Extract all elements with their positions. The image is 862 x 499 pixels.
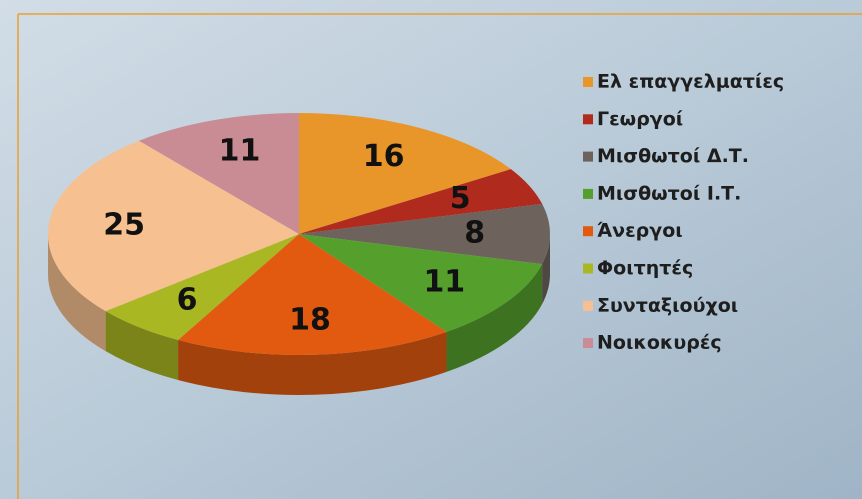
legend-swatch [583,300,593,311]
legend-swatch [583,226,593,237]
data-label: 5 [450,181,471,216]
slice-side [48,234,106,352]
legend-swatch [583,77,593,87]
legend-label: Νοικοκυρές [597,332,722,354]
slice-side [446,264,543,372]
legend-label: Φοιτητές [597,257,693,279]
slice-side [105,311,179,381]
slice [48,140,299,312]
legend-swatch [583,188,593,199]
legend-swatch [583,263,593,274]
data-label: 8 [464,216,485,251]
legend-swatch [583,151,593,162]
data-label: 16 [363,139,405,174]
slice [139,113,299,234]
data-label: 11 [219,134,261,169]
data-label: 25 [103,207,145,242]
legend-label: Συνταξιούχοι [597,294,738,316]
legend-label: Άνεργοι [597,220,683,242]
slice-side [542,234,550,305]
data-label: 6 [177,283,198,318]
legend-label: Μισθωτοί Δ.Τ. [597,145,749,167]
data-label: 18 [289,302,331,337]
pie: 16 58 11 18 6 25 11 [48,113,551,395]
slice [178,234,447,355]
legend-swatch [583,114,593,125]
slice [299,113,511,234]
slice [299,169,543,234]
data-label: 11 [423,264,465,299]
slice [299,203,551,265]
legend-label: Μισθωτοί Ι.Τ. [597,182,741,204]
legend-swatch [583,338,593,349]
slice [105,234,300,341]
legend-label: Γεωργοί [597,108,683,130]
slice-side [178,331,447,395]
slice [299,234,543,332]
legend: Ελ επαγγελματίες Γεωργοί Μισθωτοί Δ.Τ. Μισθ… [583,71,784,354]
legend-label: Ελ επαγγελματίες [597,71,784,93]
